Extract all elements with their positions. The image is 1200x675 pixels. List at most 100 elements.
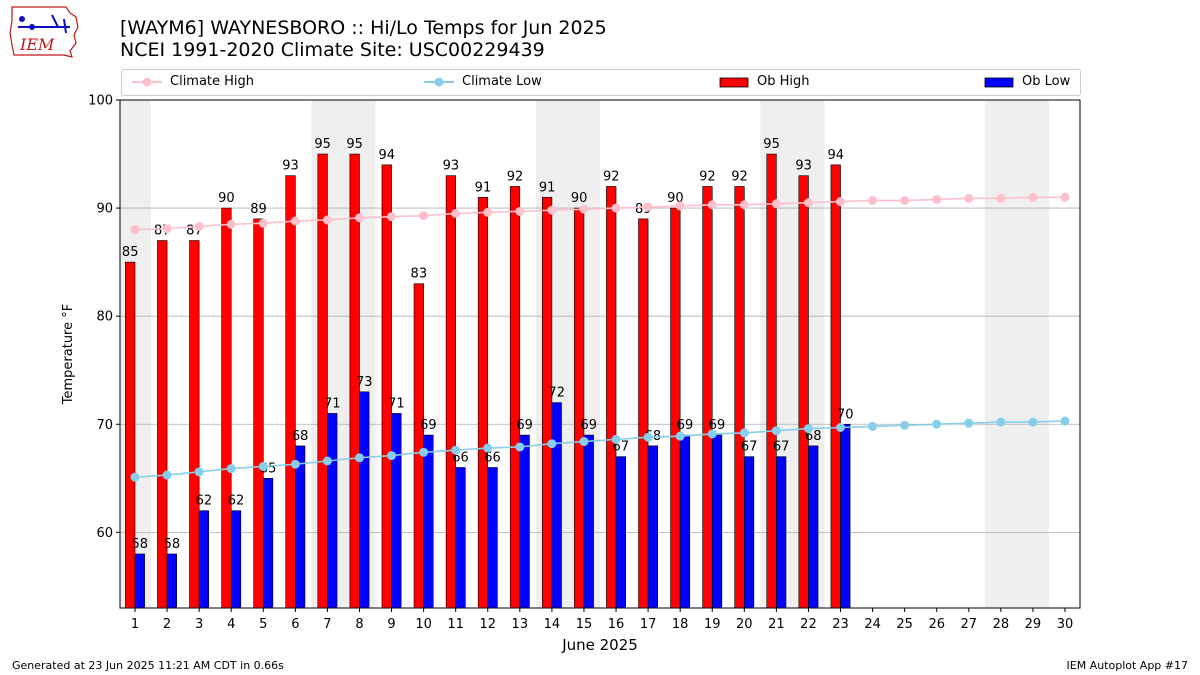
ob-low-label: 72 (548, 386, 565, 401)
climate-high-point (643, 202, 653, 212)
climate-high-point (675, 201, 685, 211)
x-tick-label: 22 (800, 617, 817, 632)
x-tick-label: 23 (832, 617, 849, 632)
ob-low-bar (679, 434, 691, 609)
ob-high-label: 92 (603, 169, 620, 184)
chart-title: [WAYM6] WAYNESBORO :: Hi/Lo Temps for Ju… (120, 17, 607, 39)
climate-low-point (194, 467, 204, 477)
ob-high-label: 92 (699, 169, 716, 184)
x-tick-label: 29 (1025, 617, 1042, 632)
ob-low-bar (744, 456, 755, 609)
ob-high-bar (606, 186, 617, 609)
x-tick-label: 5 (259, 617, 267, 632)
ob-low-label: 69 (516, 418, 533, 433)
climate-low-point (611, 434, 621, 444)
climate-low-point (451, 445, 461, 455)
ob-high-label: 90 (218, 191, 235, 206)
ob-low-bar (840, 423, 851, 609)
climate-low-line (134, 420, 1066, 479)
ob-high-label: 83 (411, 267, 428, 282)
y-tick-label: 90 (96, 202, 113, 217)
climate-high-point (611, 203, 621, 213)
x-tick-label: 13 (512, 617, 529, 632)
ob-low-label: 58 (164, 537, 181, 552)
climate-low-point (739, 428, 749, 438)
x-tick-label: 14 (544, 617, 561, 632)
ob-low-bar (230, 510, 242, 609)
climate-high-point (1028, 192, 1038, 202)
ob-high-bar (157, 240, 168, 609)
climate-high-point (226, 219, 236, 229)
chart-legend: Climate High Climate Low Ob High Ob Low (121, 69, 1081, 96)
y-tick-label: 100 (88, 94, 113, 109)
ob-high-label: 85 (122, 245, 139, 260)
climate-low-point (226, 464, 236, 474)
x-tick-label: 15 (576, 617, 593, 632)
ob-low-label: 62 (228, 494, 245, 509)
y-tick-label: 70 (96, 418, 113, 433)
ob-high-label: 95 (763, 137, 780, 152)
ob-high-label: 92 (731, 169, 748, 184)
ob-high-label: 93 (443, 159, 460, 174)
climate-high-point (836, 197, 846, 207)
ob-low-label: 67 (741, 440, 758, 455)
x-tick-label: 20 (736, 617, 753, 632)
climate-low-point (868, 421, 878, 431)
x-tick-label: 21 (768, 617, 785, 632)
climate-low-point (643, 432, 653, 442)
climate-high-point (258, 218, 268, 228)
x-tick-label: 12 (479, 617, 496, 632)
climate-low-point (771, 426, 781, 436)
ob-high-bar (798, 175, 809, 609)
climate-high-line (134, 196, 1065, 231)
ob-low-bar (391, 413, 402, 609)
climate-high-point (547, 205, 557, 215)
climate-low-point (1028, 417, 1038, 427)
climate-low-point (322, 456, 332, 466)
ob-low-label: 73 (356, 375, 373, 390)
climate-low-point (964, 418, 974, 428)
ob-high-label: 90 (571, 191, 588, 206)
legend-ob-high: Ob High (719, 74, 810, 89)
ob-high-bar (253, 218, 264, 609)
ob-low-bar (583, 434, 594, 609)
climate-high-point (932, 194, 942, 204)
ob-low-bar (359, 391, 370, 609)
ob-high-label: 94 (378, 148, 395, 163)
climate-high-point (579, 204, 589, 214)
ob-high-label: 91 (475, 180, 492, 195)
x-tick-label: 19 (704, 617, 721, 632)
iem-logo: IEM (9, 6, 79, 58)
ob-high-bar (574, 207, 585, 609)
climate-high-point (803, 198, 813, 208)
ob-low-label: 69 (580, 418, 597, 433)
ob-low-label: 71 (324, 396, 341, 411)
ob-low-label: 69 (677, 418, 694, 433)
climate-high-point (1060, 192, 1070, 202)
plot-frame (119, 99, 1081, 609)
ob-high-bar (766, 153, 777, 609)
ob-high-bar (125, 261, 136, 609)
ob-high-bar (189, 240, 200, 609)
climate-high-point (354, 213, 364, 223)
x-tick-label: 2 (163, 617, 171, 632)
ob-high-bar (670, 207, 681, 609)
ob-high-label: 95 (314, 137, 331, 152)
climate-low-point (354, 453, 364, 463)
ob-low-label: 69 (420, 418, 437, 433)
legend-label-climate-low: Climate Low (462, 74, 542, 89)
ob-low-label: 71 (388, 396, 405, 411)
ob-high-bar (541, 196, 553, 609)
climate-high-point (322, 215, 332, 225)
climate-high-point (515, 206, 525, 216)
climate-high-point (130, 225, 140, 235)
ob-high-label: 95 (346, 137, 363, 152)
weekend-band (1016, 100, 1049, 608)
ob-high-bar (221, 207, 232, 609)
legend-label-ob-high: Ob High (757, 74, 810, 89)
ob-low-bar (487, 467, 498, 609)
ob-high-label: 89 (250, 202, 267, 217)
x-tick-label: 16 (608, 617, 625, 632)
ob-low-bar (615, 456, 626, 609)
